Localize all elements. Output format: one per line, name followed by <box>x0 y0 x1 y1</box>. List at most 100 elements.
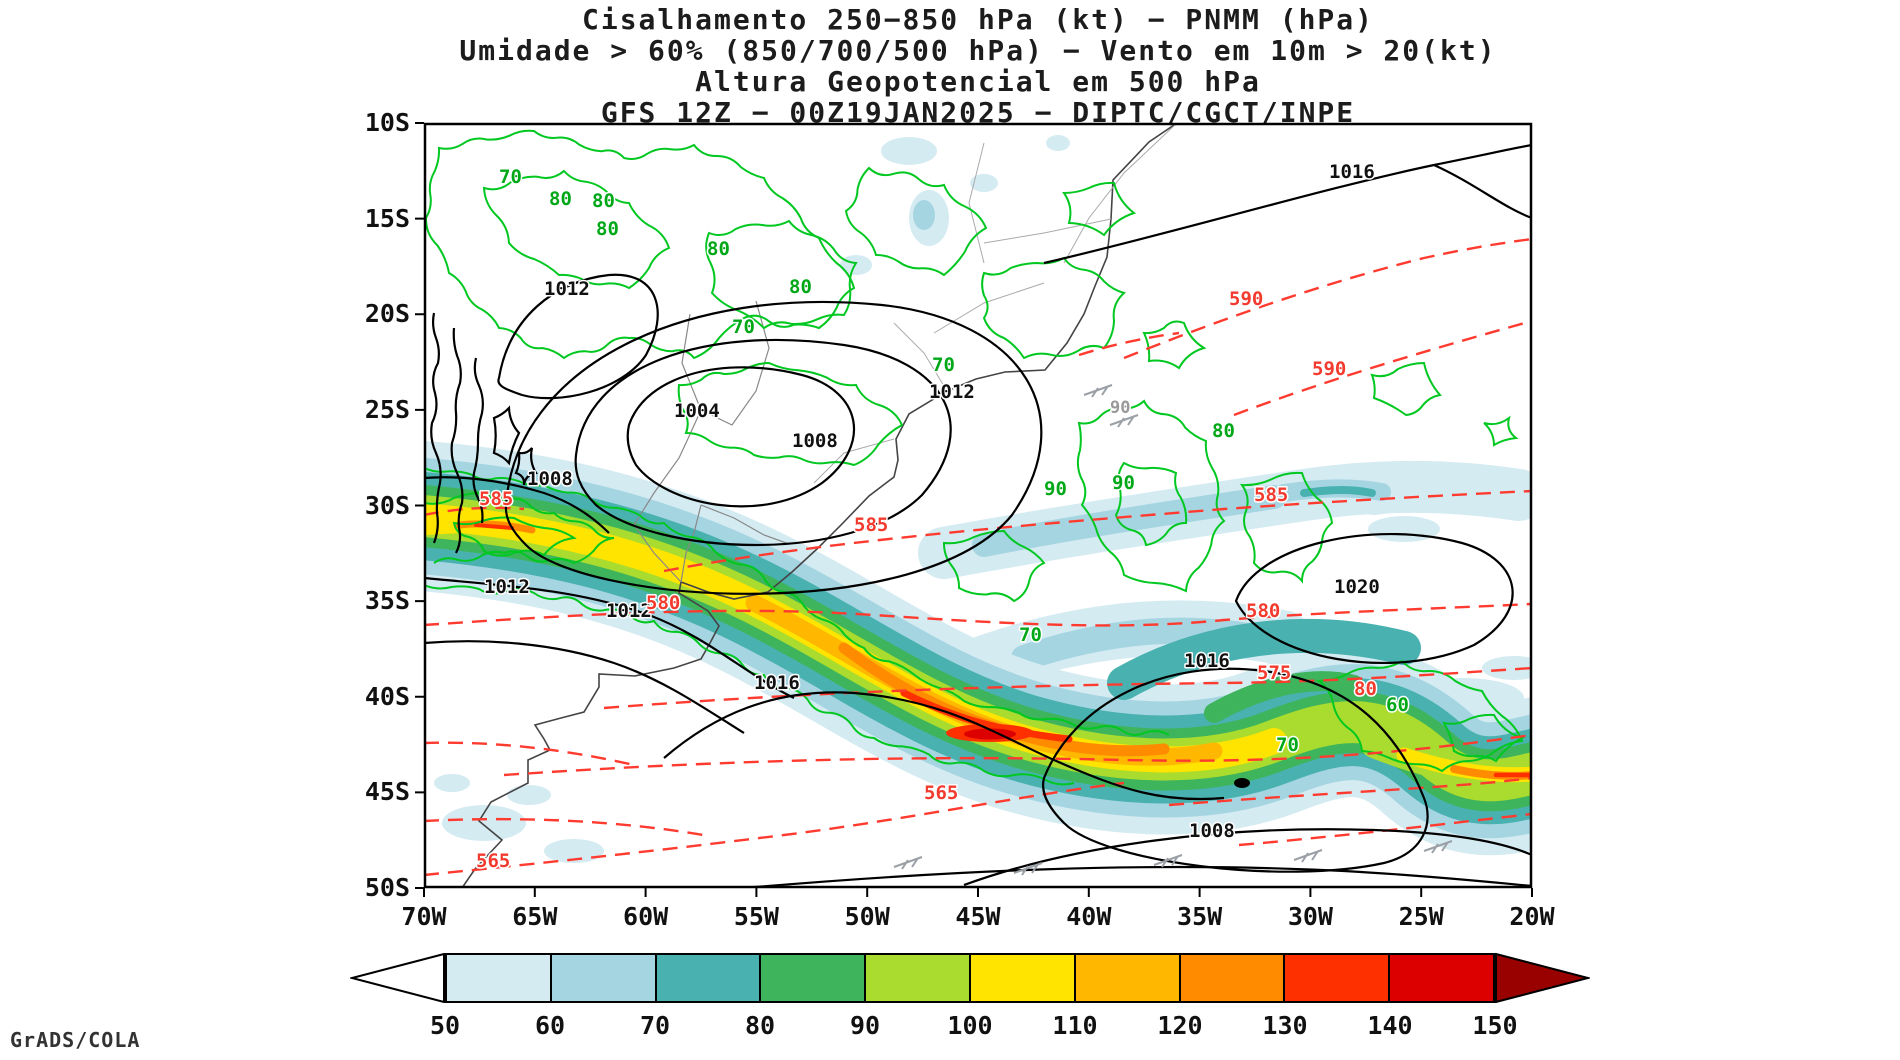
contour-label: 70 <box>932 354 955 376</box>
lat-label: 20S <box>364 299 410 329</box>
map-frame <box>423 122 1533 889</box>
contour-label: 1016 <box>754 672 800 694</box>
contour-label: 1012 <box>484 576 530 598</box>
contour-label: 1008 <box>792 430 838 452</box>
humidity-contour-line <box>1370 361 1442 417</box>
humidity-contour-line <box>424 491 615 565</box>
humidity-contour-line <box>452 516 577 557</box>
lon-label: 70W <box>401 902 447 931</box>
lat-label: 15S <box>364 203 410 233</box>
contour-label: 70 <box>499 166 522 188</box>
lon-label: 65W <box>512 902 558 931</box>
colorbar-tick: 130 <box>1262 1011 1308 1040</box>
contour-label: 580 <box>1246 600 1280 622</box>
colorbar-segment <box>1390 955 1493 1001</box>
lat-label: 45S <box>364 777 410 807</box>
contour-label: 1012 <box>544 278 590 300</box>
contour-label: 1008 <box>527 468 573 490</box>
contour-label: 1020 <box>1334 576 1380 598</box>
lat-label: 40S <box>364 681 410 711</box>
colorbar-segment <box>1180 955 1286 1001</box>
contour-label: 565 <box>476 850 510 872</box>
lat-label: 35S <box>364 586 410 616</box>
lon-label: 20W <box>1509 902 1555 931</box>
humidity-contour-line <box>1076 399 1226 593</box>
lat-label: 25S <box>364 394 410 424</box>
humidity-contours <box>424 129 1525 786</box>
humidity-contour-line <box>677 361 904 467</box>
contour-label: 80 <box>549 188 572 210</box>
grads-branding: GrADS/COLA <box>10 1028 141 1052</box>
contour-label: 90 <box>1110 398 1130 418</box>
colorbar-tick: 60 <box>534 1011 566 1040</box>
humidity-contour-line <box>424 584 1075 786</box>
colorbar-segment <box>551 955 657 1001</box>
lon-label: 30W <box>1287 902 1333 931</box>
lat-label: 30S <box>364 490 410 520</box>
contour-label: 80 <box>596 218 619 240</box>
lat-label: 50S <box>364 873 410 902</box>
colorbar-tick: 90 <box>849 1011 881 1040</box>
contour-label: 70 <box>1276 734 1299 756</box>
contour-label: 1016 <box>1184 650 1230 672</box>
lon-label: 55W <box>733 902 779 931</box>
colorbar-overflow-arrow <box>1495 953 1590 1003</box>
terrain-pressure-squiggle <box>450 327 464 554</box>
contour-label: 1012 <box>606 600 652 622</box>
lat-label: 10S <box>364 108 410 137</box>
contour-label: 80 <box>1212 420 1235 442</box>
colorbar-segment <box>761 955 867 1001</box>
contour-label: 590 <box>1312 358 1346 380</box>
contour-label: 585 <box>1254 484 1288 506</box>
terrain-pressure-squiggle <box>472 357 484 524</box>
pressure-contours <box>424 143 1532 888</box>
humidity-contour-line <box>482 169 671 290</box>
humidity-contour-line <box>981 256 1127 360</box>
title-block: Cisalhamento 250−850 hPa (kt) − PNMM (hP… <box>424 4 1532 128</box>
title-line-3: Altura Geopotencial em 500 hPa <box>695 65 1261 98</box>
colorbar-segment <box>447 955 552 1001</box>
lon-label: 50W <box>844 902 890 931</box>
contour-label: 585 <box>479 488 513 510</box>
colorbar-segment <box>1285 955 1391 1001</box>
colorbar-segments <box>445 953 1495 1003</box>
wind-barbs <box>893 384 1453 876</box>
contour-label: 1008 <box>1189 820 1235 842</box>
title-line-1: Cisalhamento 250−850 hPa (kt) − PNMM (hP… <box>581 3 1374 36</box>
contour-label: 575 <box>1257 662 1291 684</box>
terrain-pressure-squiggle <box>492 405 521 466</box>
humidity-contour-line <box>1114 461 1188 547</box>
colorbar-segment <box>970 955 1076 1001</box>
colorbar-underflow-arrow <box>350 953 445 1003</box>
contour-label: 70 <box>1019 624 1042 646</box>
colorbar-tick: 100 <box>947 1011 993 1040</box>
humidity-contour-line <box>1062 181 1137 237</box>
colorbar-segment <box>656 955 762 1001</box>
contour-label: 80 <box>707 238 730 260</box>
contour-label: 80 <box>592 190 615 212</box>
colorbar-tick: 80 <box>744 1011 776 1040</box>
map-plot: 1016 1012 1004 1008 1012 1008 1012 1012 1016 1016… <box>415 122 1533 897</box>
colorbar-segment <box>866 955 971 1001</box>
contour-label: 1012 <box>929 381 975 403</box>
colorbar-tick: 150 <box>1472 1011 1518 1040</box>
contour-label: 80 <box>1354 678 1377 700</box>
humidity-contour-line <box>1239 471 1334 584</box>
colorbar-tick: 120 <box>1157 1011 1203 1040</box>
lon-label: 35W <box>1177 902 1223 931</box>
title-line-2: Umidade > 60% (850/700/500 hPa) − Vento … <box>459 34 1497 67</box>
humidity-contour-line <box>844 166 988 277</box>
lon-label: 60W <box>623 902 669 931</box>
humidity-contour-line <box>424 467 1170 736</box>
contour-label: 70 <box>732 316 755 338</box>
contour-label: 565 <box>924 782 958 804</box>
lon-label: 40W <box>1066 902 1112 931</box>
colorbar-tick: 70 <box>639 1011 671 1040</box>
colorbar-segment <box>1075 955 1181 1001</box>
humidity-contour-line <box>1483 415 1519 447</box>
contour-labels: 1016 1012 1004 1008 1012 1008 1012 1012 1016 1016… <box>475 160 1411 874</box>
axis-ticks <box>415 122 1533 897</box>
colorbar-tick: 110 <box>1052 1011 1098 1040</box>
contour-label: 90 <box>1112 472 1135 494</box>
